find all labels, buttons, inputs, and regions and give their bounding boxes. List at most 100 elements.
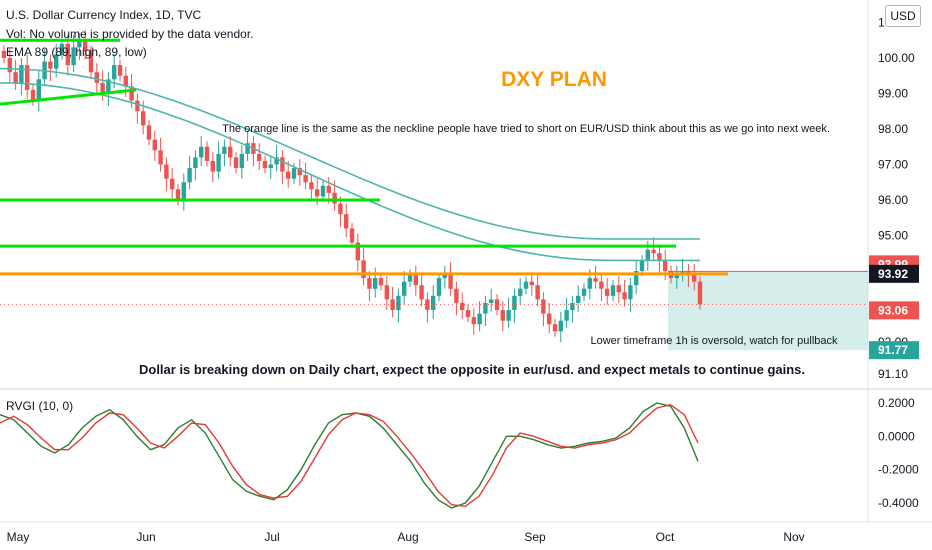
candle-body <box>651 249 656 254</box>
candle-body <box>13 72 18 83</box>
candle-body <box>216 153 221 172</box>
candle-body <box>100 82 105 94</box>
candle-body <box>83 40 88 51</box>
candle-body <box>465 310 471 318</box>
candle-body <box>170 178 175 190</box>
candle-body <box>48 61 53 69</box>
candle-body <box>193 157 198 169</box>
candle-body <box>454 288 459 303</box>
candle-body <box>349 228 355 243</box>
price-tick-label: 91.10 <box>878 367 908 381</box>
candle-body <box>419 285 424 300</box>
candle-body <box>355 242 360 261</box>
candle-body <box>112 65 117 80</box>
candle-body <box>367 278 372 289</box>
candle-body <box>384 285 389 300</box>
candle-body <box>187 168 192 183</box>
price-marker <box>869 341 919 360</box>
candle-body <box>117 65 123 76</box>
price-tick-label: 97.00 <box>878 158 908 172</box>
candle-body <box>315 189 320 197</box>
candle-body <box>164 164 169 179</box>
candle-body <box>152 139 157 151</box>
candle-body <box>309 182 314 190</box>
candle-body <box>344 214 349 229</box>
volume-note: Vol: No volume is provided by the data v… <box>6 27 254 41</box>
candle-body <box>146 125 152 140</box>
price-marker <box>869 264 919 283</box>
time-axis-label: Jul <box>264 530 279 544</box>
candle-body <box>268 164 273 169</box>
price-marker-label: 93.92 <box>878 267 908 281</box>
candle-body <box>175 189 181 200</box>
candle-body <box>663 260 668 271</box>
neckline-annotation: The orange line is the same as the neckl… <box>222 123 830 135</box>
candle-body <box>587 278 592 289</box>
candle-body <box>402 281 407 296</box>
candle-body <box>407 274 413 282</box>
candle-body <box>286 171 291 179</box>
candle-body <box>634 271 639 286</box>
candle-body <box>616 285 621 293</box>
candle-body <box>88 50 94 73</box>
candle-body <box>523 281 529 289</box>
support-resistance-line[interactable] <box>0 88 137 106</box>
candle-body <box>233 157 239 169</box>
candle-body <box>129 86 134 101</box>
candle-body <box>25 65 30 90</box>
candle-body <box>564 310 569 321</box>
candle-body <box>431 295 436 311</box>
candle-body <box>326 185 331 193</box>
candle-body <box>222 146 227 154</box>
rvgi-label: RVGI (10, 0) <box>6 399 73 413</box>
ema-indicator-label[interactable]: EMA 89 (89, high, 89, low) <box>6 45 147 59</box>
candle-body <box>59 43 65 55</box>
candle-body <box>19 65 24 83</box>
candle-body <box>581 288 587 296</box>
time-axis-label: May <box>7 530 30 544</box>
rvgi-line <box>0 402 699 509</box>
candle-body <box>483 302 488 314</box>
chart-title: DXY PLAN <box>501 68 607 91</box>
candle-body <box>558 320 563 332</box>
candle-body <box>239 153 244 169</box>
price-tick-label: 99.00 <box>878 87 908 101</box>
candle-body <box>135 100 140 112</box>
candle-body <box>692 274 697 282</box>
candle-body <box>123 75 128 87</box>
candle-body <box>373 278 378 289</box>
time-axis-label: Nov <box>783 530 804 544</box>
candle-body <box>518 288 523 296</box>
candle-body <box>228 146 233 158</box>
candle-body <box>442 274 447 279</box>
candle-body <box>320 185 326 197</box>
candle-body <box>378 278 384 286</box>
candle-body <box>297 168 302 176</box>
candle-body <box>413 274 418 286</box>
candle-body <box>436 278 442 296</box>
candle-body <box>65 43 70 66</box>
price-tick-label: 95.00 <box>878 229 908 243</box>
candle-body <box>645 249 650 261</box>
candle-body <box>204 146 210 161</box>
price-tick-label: 96.00 <box>878 193 908 207</box>
candle-body <box>506 310 511 321</box>
candle-body <box>489 299 494 303</box>
candle-body <box>697 281 703 305</box>
rvgi-tick-label: 0.2000 <box>878 396 915 410</box>
candle-body <box>274 157 279 165</box>
candle-body <box>500 310 505 321</box>
candle-body <box>54 54 59 69</box>
candle-body <box>332 192 337 204</box>
time-axis-label: Jun <box>136 530 155 544</box>
breakdown-annotation: Dollar is breaking down on Daily chart, … <box>139 362 805 377</box>
oversold-annotation: Lower timeframe 1h is oversold, watch fo… <box>591 335 838 347</box>
candle-body <box>77 40 82 48</box>
currency-button[interactable]: USD <box>885 5 921 27</box>
time-axis-label: Oct <box>656 530 675 544</box>
candle-body <box>94 72 99 83</box>
candle-body <box>280 157 285 172</box>
candle-body <box>1 50 7 58</box>
candle-body <box>291 168 297 179</box>
